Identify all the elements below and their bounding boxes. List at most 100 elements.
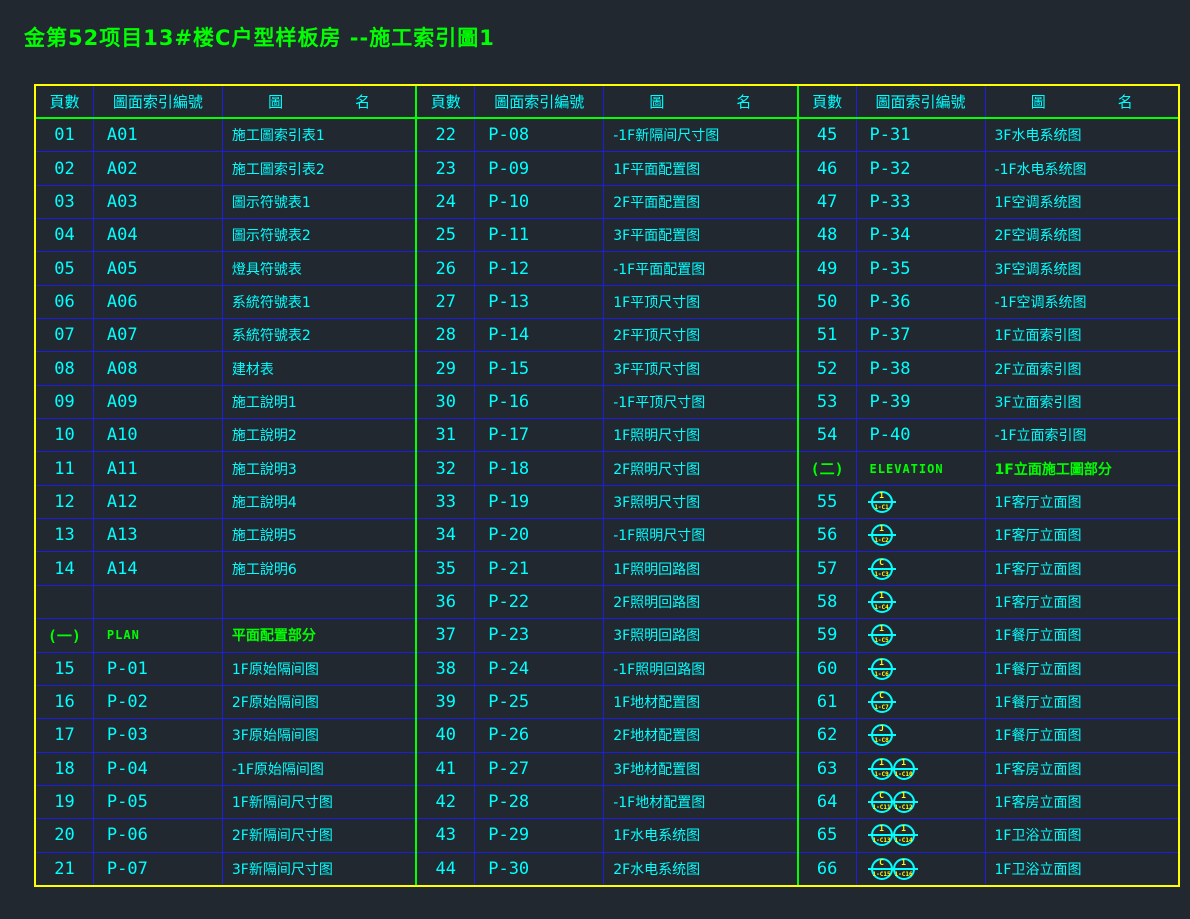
elevation-marker-sheet-label: 1-C7: [874, 704, 889, 712]
cell-index-code: P-31: [855, 119, 985, 152]
table-row: 66 C 1-C15 1 1-C16 1F卫浴立面图: [798, 851, 1178, 885]
drawing-name: 1F客房立面图: [994, 795, 1082, 812]
index-code: P-21: [488, 558, 530, 579]
elevation-marker-view-label: 1: [901, 824, 906, 834]
index-code: P-07: [106, 858, 148, 879]
drawing-name: 2F立面索引图: [994, 361, 1082, 378]
elevation-marker-icon: C 1-C3: [867, 557, 896, 580]
page-number: 40: [435, 725, 457, 746]
drawing-name: 施工圖索引表2: [231, 161, 325, 178]
cell-drawing-name: 1F地材配置图: [603, 685, 796, 719]
elevation-marker-divider: [867, 867, 896, 870]
index-code: P-31: [869, 125, 911, 146]
elevation-marker-divider: [867, 801, 896, 804]
table-row: 39 P-25 1F地材配置图: [417, 684, 797, 719]
cell-drawing-name: 1F照明尺寸图: [603, 419, 796, 452]
drawing-name: 2F照明尺寸图: [613, 461, 701, 478]
index-code: P-12: [488, 258, 530, 279]
table-row: 25 P-11 3F平面配置图: [417, 218, 797, 252]
drawing-name: 圖示符號表1: [231, 194, 311, 211]
column-header-name: 圖名: [603, 86, 796, 117]
table-body: 45 P-31 3F水电系统图 46 P-32 -1F水电系统图 47 P-33 1F空调系统图…: [798, 119, 1178, 885]
drawing-name: 2F照明回路图: [613, 594, 701, 611]
index-code: P-33: [869, 191, 911, 212]
cell-page-number: 28: [417, 319, 474, 351]
elevation-marker-group: C 1-C11 1 1-C12: [867, 791, 918, 814]
elevation-marker-divider: [867, 734, 896, 737]
drawing-name: 1F卫浴立面图: [994, 861, 1082, 878]
drawing-name: -1F照明尺寸图: [613, 528, 706, 545]
cell-index-code: A06: [92, 285, 222, 319]
drawing-name: -1F新隔间尺寸图: [613, 128, 720, 145]
elevation-marker-icon: 1 1-C4: [867, 590, 896, 613]
table-row: 23 P-09 1F平面配置图: [417, 151, 797, 185]
cell-page-number: 54: [799, 419, 856, 451]
page-number: 14: [54, 558, 75, 579]
drawing-name: 1F照明尺寸图: [613, 428, 701, 445]
table-row: 57 C 1-C3 1F客厅立面图: [798, 551, 1178, 585]
cell-page-number: 38: [417, 653, 474, 685]
elevation-marker-group: 1 1-C1: [867, 490, 896, 513]
cell-index-code: P-33: [855, 185, 985, 219]
page-number: 58: [816, 591, 838, 612]
cell-index-code: 1 1-C5: [855, 619, 985, 652]
index-code: A01: [106, 125, 138, 146]
cell-drawing-name: 1F水电系统图: [603, 819, 796, 852]
cell-index-code: P-09: [474, 152, 603, 185]
elevation-marker-group: 1 1-C5: [867, 624, 896, 647]
page-number: 44: [435, 858, 457, 879]
elevation-marker-icon: 1 1-C6: [867, 657, 896, 680]
cell-page-number: 62: [799, 719, 856, 751]
drawing-name: -1F照明回路图: [613, 661, 706, 678]
cell-page-number: 22: [417, 119, 474, 151]
table-row: 45 P-31 3F水电系统图: [799, 119, 1178, 152]
drawing-name: 1F客房立面图: [994, 761, 1082, 778]
drawing-name: 1F原始隔间图: [231, 661, 319, 678]
cell-page-number: 57: [799, 552, 856, 584]
cell-index-code: P-35: [855, 252, 985, 285]
table-row: 41 P-27 3F地材配置图: [417, 751, 797, 785]
cell-page-number: 11: [36, 452, 93, 484]
index-code: A06: [106, 291, 138, 312]
table-row: 06 A06 系統符號表1: [36, 284, 416, 319]
cell-page-number: 16: [36, 686, 93, 718]
drawing-name: 1F餐厅立面图: [994, 661, 1082, 678]
page-number: 22: [435, 125, 457, 146]
table-row: 22 P-08 -1F新隔间尺寸图: [417, 119, 796, 152]
section-row: (二) ELEVATION 1F立面施工圖部分: [798, 451, 1178, 485]
cell-index-code: PLAN: [92, 619, 222, 652]
cell-index-code: C 1-C7: [855, 685, 985, 719]
elevation-marker-sheet-label: 1-C3: [874, 570, 889, 578]
page-number: 52: [816, 358, 838, 379]
table-row: 59 1 1-C5 1F餐厅立面图: [798, 618, 1178, 652]
index-code: P-26: [488, 725, 530, 746]
table-row: 33 P-19 3F照明尺寸图: [417, 484, 797, 519]
cell-page-number: 03: [36, 186, 93, 218]
cell-index-code: 1 1-C4: [855, 585, 985, 619]
cell-drawing-name: 圖示符號表2: [221, 219, 415, 252]
page-number: 16: [54, 692, 75, 713]
cell-drawing-name: 2F水电系统图: [603, 852, 796, 885]
drawing-name: 施工圖索引表1: [231, 128, 325, 145]
table-row: 64 C 1-C11 1 1-C12 1F客房立面图: [798, 784, 1178, 819]
page-number: 06: [54, 291, 75, 312]
cell-page-number: 60: [799, 653, 856, 685]
cell-index-code: P-32: [855, 152, 985, 185]
column-header-name-right: 名: [1117, 93, 1133, 111]
index-code: A03: [106, 191, 138, 212]
cell-page-number: 21: [36, 853, 93, 885]
index-code: P-29: [488, 825, 530, 846]
cell-drawing-name: 1F餐厅立面图: [984, 719, 1178, 752]
index-code: A13: [106, 525, 138, 546]
cell-drawing-name: 1F新隔间尺寸图: [221, 785, 415, 819]
table-row: 35 P-21 1F照明回路图: [417, 551, 797, 585]
drawing-name: 2F新隔间尺寸图: [231, 828, 333, 845]
page-number: 04: [54, 225, 75, 246]
cell-drawing-name: 系統符號表2: [221, 319, 415, 352]
page-number: 26: [435, 258, 457, 279]
cell-page-number: 59: [799, 619, 856, 651]
cell-page-number: 61: [799, 686, 856, 718]
cell-index-code: C 1-C3: [855, 552, 985, 585]
page-number: 09: [54, 391, 75, 412]
cell-drawing-name: 1F餐厅立面图: [984, 652, 1178, 685]
